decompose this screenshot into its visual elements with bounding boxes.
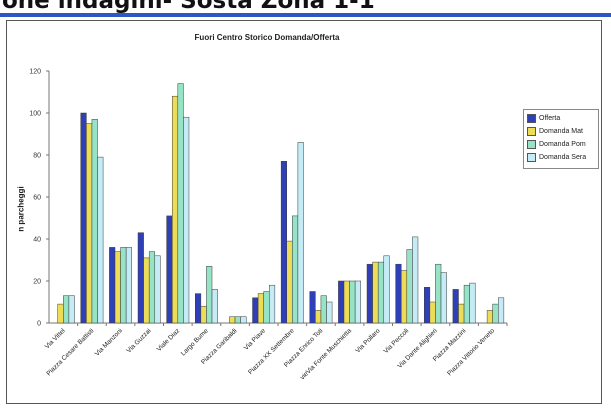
x-category-label: Largo Bume xyxy=(180,327,210,357)
bar-domanda-mat xyxy=(143,257,150,324)
bar-domanda-pom xyxy=(177,83,184,324)
bar-offerta xyxy=(109,247,116,324)
bar-domanda-serale xyxy=(297,142,304,324)
bar-domanda-pom xyxy=(349,280,356,324)
bar-domanda-mat xyxy=(171,95,179,324)
legend: Offerta Domanda Mat Domanda Pom Domanda … xyxy=(523,109,599,169)
y-tick-label: 60 xyxy=(33,195,41,202)
bar-offerta xyxy=(166,215,173,324)
bar-offerta xyxy=(309,291,316,324)
bar-domanda-pom xyxy=(263,291,270,324)
bar-offerta xyxy=(195,293,202,324)
bar-domanda-pom xyxy=(91,119,98,324)
x-category-label: vieVia Fonte Muschietta xyxy=(299,327,353,381)
bar-domanda-serale xyxy=(269,284,276,324)
bar-domanda-pom xyxy=(120,247,127,324)
legend-label-domanda-pom: Domanda Pom xyxy=(539,141,586,148)
bar-domanda-mat xyxy=(372,261,379,324)
x-category-label: Via Vittel xyxy=(44,327,67,350)
chart-frame: Fuori Centro Storico Domanda/Offerta n p… xyxy=(6,20,602,404)
x-category-label: Piazza Vittorio Veneto xyxy=(446,327,496,377)
bar-offerta xyxy=(280,161,287,324)
bar-domanda-mat xyxy=(114,251,121,324)
bar-offerta xyxy=(252,297,259,324)
y-tick-label: 40 xyxy=(33,237,41,244)
bar-domanda-mat xyxy=(286,240,293,324)
legend-swatch-domanda-pom xyxy=(527,140,536,149)
x-category-label: Via Manzoni xyxy=(94,327,124,357)
y-tick-label: 100 xyxy=(29,111,41,118)
y-tick-label: 80 xyxy=(33,153,41,160)
bar-domanda-pom xyxy=(320,295,327,324)
bar-domanda-serale xyxy=(412,236,419,324)
bar-domanda-serale xyxy=(211,289,218,324)
legend-swatch-domanda-mat xyxy=(527,127,536,136)
bar-domanda-pom xyxy=(463,284,470,324)
bar-domanda-serale xyxy=(125,247,132,324)
bar-domanda-pom xyxy=(148,251,156,324)
bar-domanda-serale xyxy=(440,272,447,324)
bar-offerta xyxy=(366,263,373,324)
legend-swatch-domanda-serale xyxy=(527,153,536,162)
bar-domanda-pom xyxy=(292,215,299,324)
bar-domanda-serale xyxy=(498,297,505,324)
x-category-label: Viale Diaz xyxy=(156,327,182,353)
bar-domanda-serale xyxy=(469,282,476,324)
bar-domanda-mat xyxy=(200,305,207,324)
bar-offerta xyxy=(137,232,144,324)
bar-domanda-pom xyxy=(435,263,442,324)
legend-label-offerta: Offerta xyxy=(539,115,561,122)
bar-domanda-pom xyxy=(492,303,499,324)
bar-domanda-pom xyxy=(406,249,413,324)
y-tick-label: 120 xyxy=(29,69,41,76)
bar-domanda-pom xyxy=(206,266,213,324)
chart-title: Fuori Centro Storico Domanda/Offerta xyxy=(194,33,340,42)
bar-domanda-pom xyxy=(234,316,241,324)
legend-label-domanda-mat: Domanda Mat xyxy=(539,128,583,135)
bar-domanda-mat xyxy=(400,270,408,324)
y-tick-label: 20 xyxy=(33,279,41,286)
x-category-label: Via Guzzai xyxy=(125,327,152,354)
bar-offerta xyxy=(452,289,459,324)
bar-domanda-pom xyxy=(377,261,385,324)
x-category-label: Via Pollaro xyxy=(354,327,381,354)
bar-domanda-serale xyxy=(326,301,333,324)
bar-domanda-serale xyxy=(154,255,161,324)
bar-domanda-mat xyxy=(229,316,236,324)
bar-domanda-mat xyxy=(458,303,465,324)
bar-domanda-pom xyxy=(63,295,70,324)
slide-heading: one indagini- Sosta Zona 1-1 xyxy=(2,0,375,14)
legend-item-offerta: Offerta xyxy=(527,112,595,125)
bar-offerta xyxy=(80,112,87,324)
bar-domanda-mat xyxy=(315,310,322,324)
bar-domanda-serale xyxy=(68,295,75,324)
x-category-label: Via Piave xyxy=(243,327,268,352)
bar-domanda-serale xyxy=(354,280,361,324)
bar-domanda-mat xyxy=(343,280,350,324)
x-category-label: Via Peccoli xyxy=(383,327,411,355)
legend-item-domanda-pom: Domanda Pom xyxy=(527,138,595,151)
bar-domanda-mat xyxy=(257,293,264,324)
y-tick-label: 0 xyxy=(37,321,41,328)
bar-offerta xyxy=(338,280,345,324)
heading-rule xyxy=(0,13,611,17)
bar-domanda-serale xyxy=(183,116,190,324)
legend-item-domanda-serale: Domanda Sera xyxy=(527,151,595,164)
bar-offerta xyxy=(424,287,431,324)
legend-swatch-offerta xyxy=(527,114,536,123)
bar-domanda-mat xyxy=(57,303,64,324)
bar-domanda-serale xyxy=(240,316,247,324)
legend-label-domanda-serale: Domanda Sera xyxy=(539,154,587,161)
bar-domanda-mat xyxy=(86,123,93,324)
bar-domanda-mat xyxy=(486,310,493,324)
legend-item-domanda-mat: Domanda Mat xyxy=(527,125,595,138)
bar-domanda-serale xyxy=(97,156,104,324)
bar-offerta xyxy=(395,263,402,324)
bar-domanda-mat xyxy=(429,301,436,324)
bar-domanda-serale xyxy=(383,255,390,324)
